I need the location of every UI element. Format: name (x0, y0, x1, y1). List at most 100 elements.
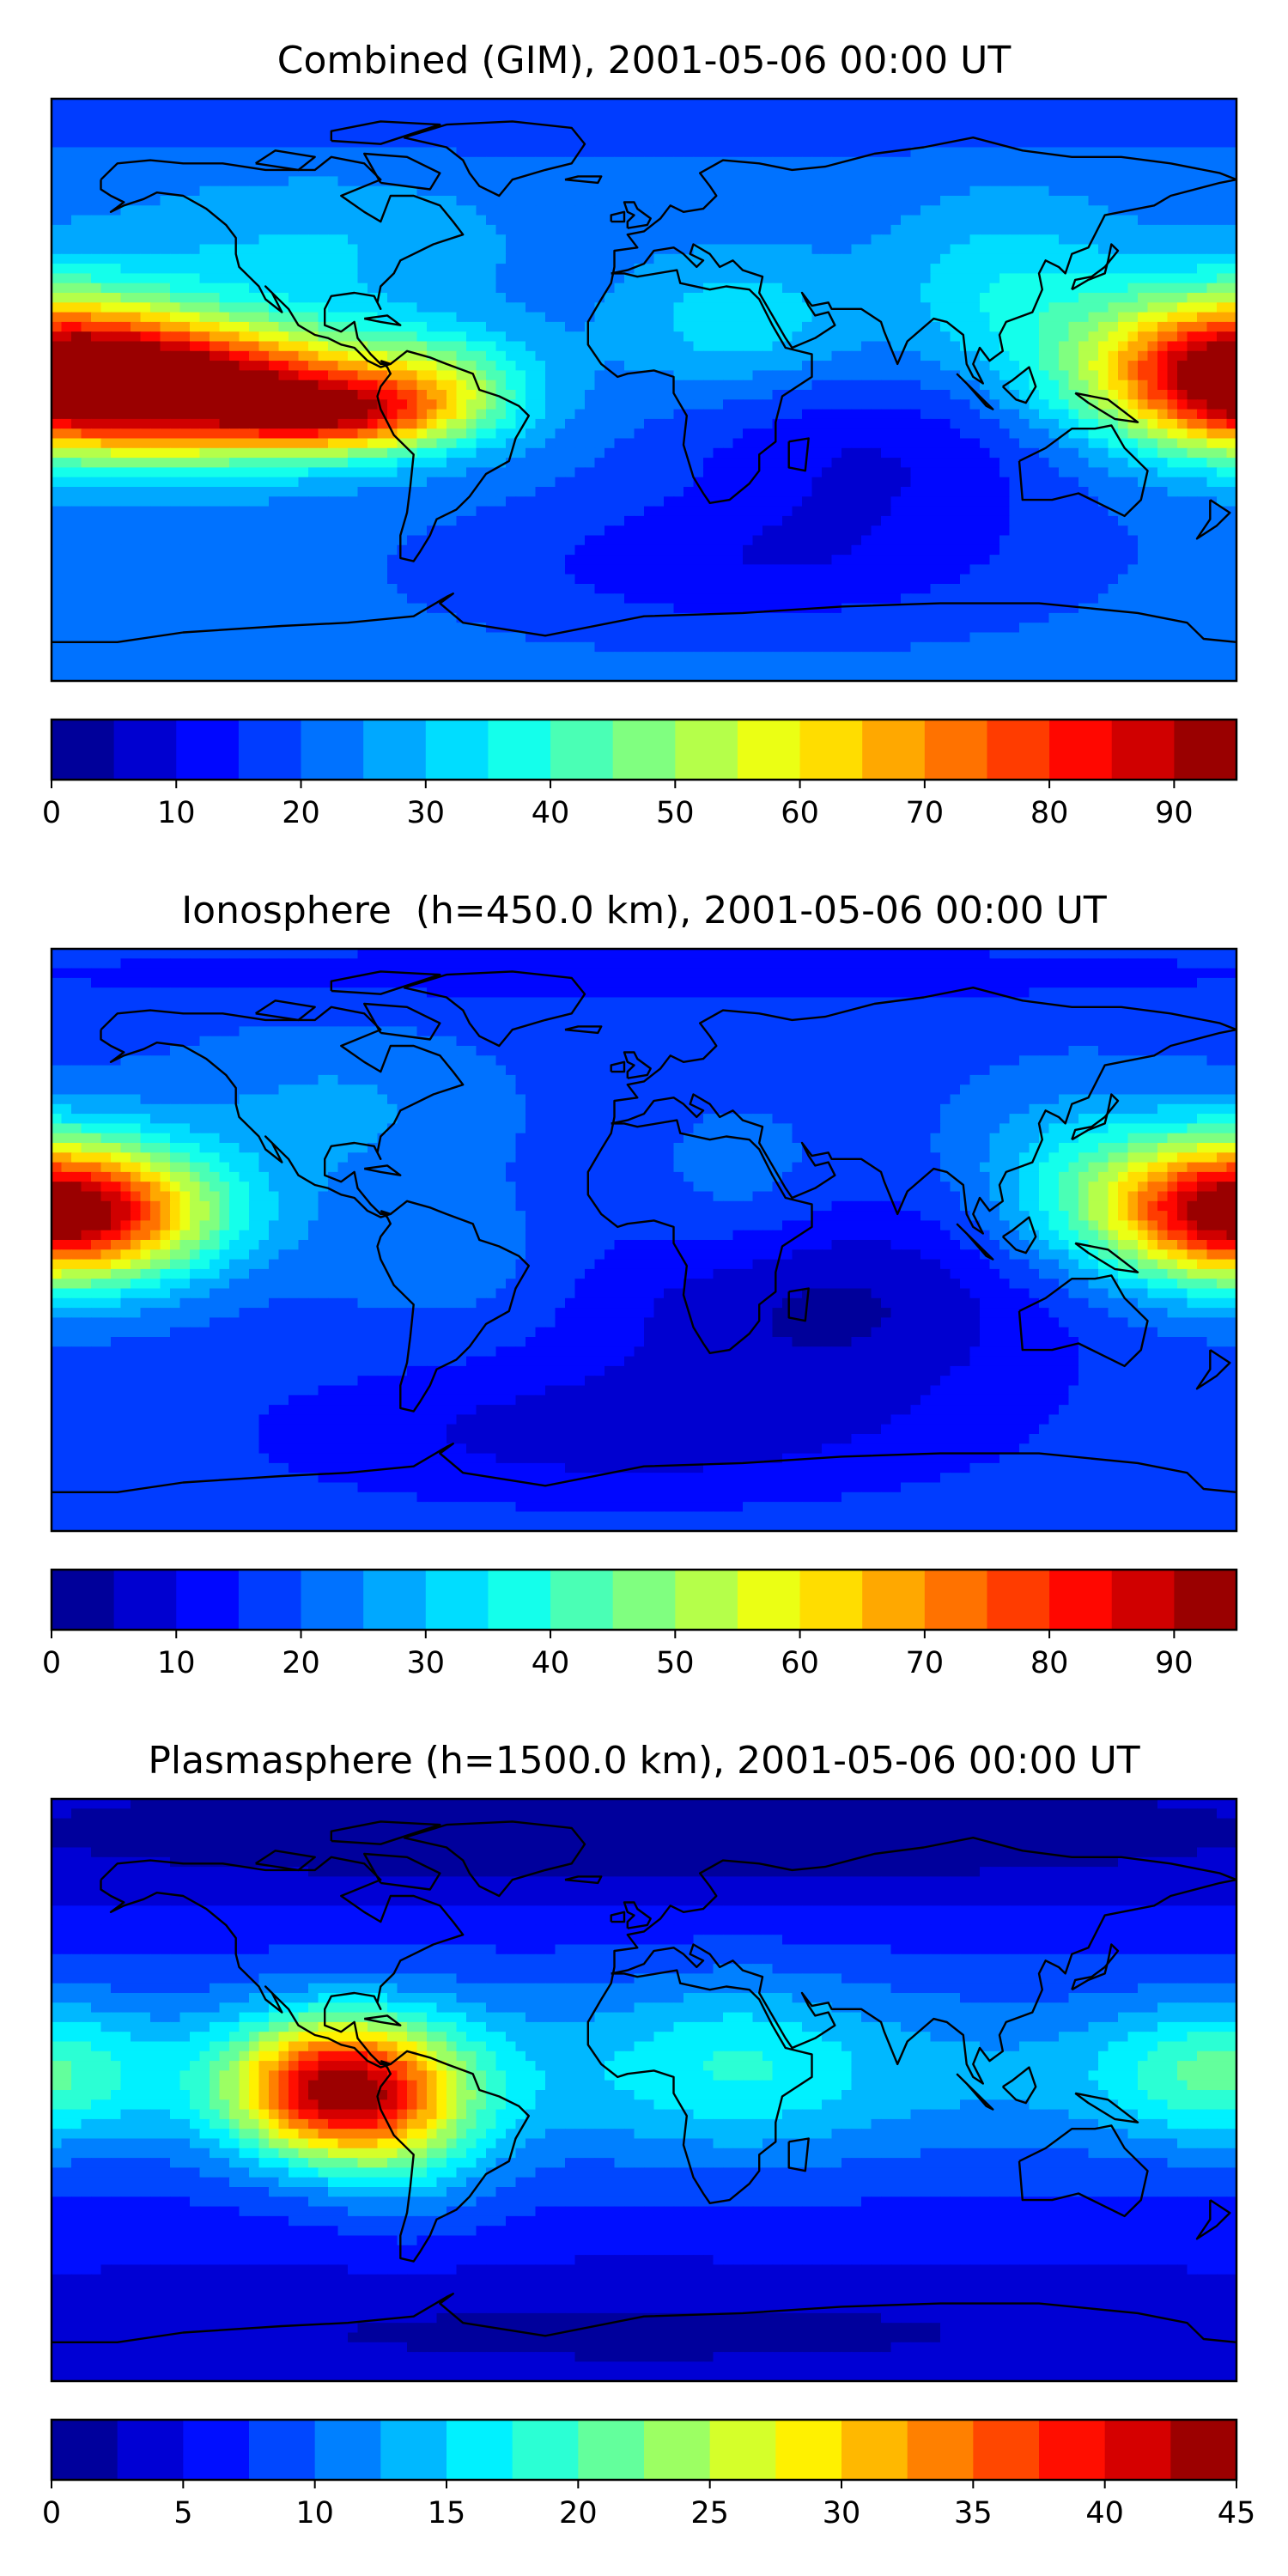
heatmap-cell (594, 167, 605, 178)
heatmap-cell (407, 196, 418, 207)
heatmap-cell (337, 350, 349, 361)
heatmap-cell (1068, 447, 1079, 459)
heatmap-cell (150, 156, 161, 167)
heatmap-cell (713, 399, 724, 410)
heatmap-cell (693, 390, 704, 401)
heatmap-cell (732, 458, 744, 469)
heatmap-cell (219, 205, 230, 216)
heatmap-cell (377, 390, 388, 401)
heatmap-cell (1127, 302, 1139, 313)
heatmap-cell (515, 137, 526, 149)
heatmap-cell (772, 361, 783, 372)
heatmap-cell (91, 224, 102, 235)
heatmap-cell (535, 350, 546, 361)
heatmap-cell (743, 127, 754, 138)
heatmap-cell (713, 312, 724, 323)
heatmap-cell (61, 224, 72, 235)
heatmap-cell (910, 156, 921, 167)
heatmap-cell (851, 224, 862, 235)
heatmap-cell (653, 147, 665, 158)
heatmap-cell (585, 215, 596, 226)
heatmap-cell (762, 321, 774, 332)
heatmap-cell (1009, 370, 1020, 381)
heatmap-cell (614, 496, 625, 507)
heatmap-cell (792, 234, 803, 246)
heatmap-cell (269, 99, 280, 110)
heatmap-cell (179, 438, 191, 449)
heatmap-cell (1217, 205, 1228, 216)
heatmap-cell (526, 399, 537, 410)
heatmap-cell (545, 205, 556, 216)
heatmap-cell (664, 108, 675, 119)
heatmap-cell (960, 253, 971, 264)
heatmap-cell (901, 244, 912, 255)
heatmap-cell (179, 273, 191, 284)
heatmap-cell (999, 244, 1011, 255)
heatmap-cell (456, 215, 467, 226)
heatmap-cell (811, 390, 823, 401)
heatmap-cell (703, 108, 714, 119)
heatmap-cell (950, 477, 961, 488)
heatmap-cell (881, 370, 892, 381)
heatmap-cell (723, 215, 734, 226)
heatmap-cell (1108, 331, 1119, 343)
heatmap-cell (249, 350, 260, 361)
heatmap-cell (574, 185, 586, 197)
heatmap-cell (120, 167, 131, 178)
heatmap-cell (239, 321, 250, 332)
heatmap-cell (348, 390, 359, 401)
heatmap-cell (308, 244, 319, 255)
heatmap-cell (1206, 312, 1218, 323)
heatmap-cell (368, 234, 379, 246)
heatmap-cell (1206, 118, 1218, 129)
heatmap-cell (308, 185, 319, 197)
heatmap-cell (811, 399, 823, 410)
heatmap-cell (969, 205, 981, 216)
heatmap-cell (664, 409, 675, 420)
heatmap-cell (782, 176, 793, 187)
heatmap-cell (594, 283, 605, 294)
heatmap-cell (1206, 370, 1218, 381)
heatmap-cell (585, 370, 596, 381)
heatmap-cell (890, 205, 902, 216)
heatmap-cell (772, 418, 783, 429)
heatmap-cell (861, 127, 872, 138)
heatmap-cell (743, 331, 754, 343)
heatmap-cell (210, 321, 221, 332)
heatmap-cell (585, 293, 596, 304)
heatmap-cell (436, 458, 447, 469)
heatmap-cell (269, 341, 280, 352)
heatmap-cell (782, 487, 793, 498)
heatmap-cell (328, 147, 339, 158)
heatmap-cell (822, 99, 833, 110)
heatmap-cell (495, 438, 507, 449)
heatmap-cell (555, 283, 566, 294)
heatmap-cell (506, 215, 517, 226)
heatmap-cell (713, 477, 724, 488)
heatmap-cell (624, 487, 635, 498)
heatmap-cell (871, 390, 882, 401)
heatmap-cell (732, 390, 744, 401)
heatmap-cell (555, 477, 566, 488)
heatmap-cell (624, 302, 635, 313)
heatmap-cell (506, 264, 517, 275)
heatmap-cell (831, 244, 842, 255)
heatmap-cell (447, 399, 458, 410)
heatmap-cell (1068, 176, 1079, 187)
heatmap-cell (289, 399, 300, 410)
heatmap-cell (348, 253, 359, 264)
heatmap-cell (1167, 458, 1178, 469)
heatmap-cell (239, 137, 250, 149)
heatmap-cell (269, 224, 280, 235)
heatmap-cell (1127, 99, 1139, 110)
heatmap-cell (802, 244, 813, 255)
heatmap-cell (160, 380, 171, 391)
heatmap-cell (545, 361, 556, 372)
heatmap-cell (1088, 341, 1099, 352)
heatmap-cell (989, 341, 1000, 352)
heatmap-cell (664, 253, 675, 264)
heatmap-cell (762, 350, 774, 361)
heatmap-cell (81, 341, 92, 352)
heatmap-cell (269, 418, 280, 429)
heatmap-cell (723, 390, 734, 401)
